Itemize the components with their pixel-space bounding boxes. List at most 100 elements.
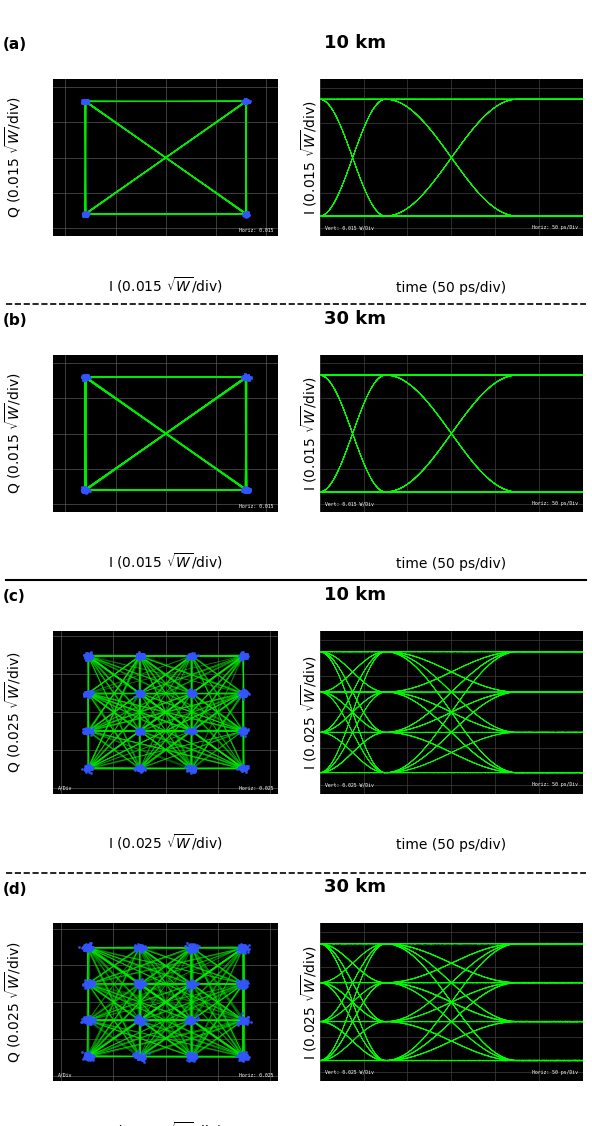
Point	[136, 685, 146, 703]
Point	[187, 722, 197, 740]
Point	[88, 647, 97, 665]
Point	[83, 1049, 92, 1067]
Point	[240, 369, 249, 387]
Point	[81, 479, 90, 497]
Point	[79, 369, 89, 387]
Point	[139, 725, 148, 743]
Point	[80, 92, 89, 110]
Point	[82, 480, 92, 498]
Point	[81, 92, 91, 110]
Point	[135, 1012, 144, 1030]
Point	[189, 975, 198, 993]
Point	[185, 760, 194, 778]
Point	[83, 685, 92, 703]
Point	[83, 940, 93, 958]
Point	[239, 1051, 248, 1069]
Point	[81, 1012, 91, 1030]
Text: Horiz: 50 ps/Div: Horiz: 50 ps/Div	[532, 1070, 578, 1074]
Point	[240, 481, 249, 499]
Point	[80, 206, 89, 224]
Point	[79, 482, 89, 500]
Point	[242, 204, 252, 222]
Point	[134, 685, 144, 703]
Point	[82, 647, 92, 665]
Point	[136, 1012, 146, 1030]
Point	[240, 1015, 249, 1033]
Point	[83, 974, 93, 992]
Point	[242, 205, 252, 223]
Point	[242, 483, 252, 501]
Point	[239, 91, 248, 109]
Point	[241, 205, 250, 223]
Point	[135, 762, 144, 780]
Point	[134, 1049, 144, 1067]
Point	[185, 760, 194, 778]
Point	[85, 721, 94, 739]
Point	[238, 975, 247, 993]
Point	[84, 721, 94, 739]
Point	[186, 1047, 196, 1065]
Point	[242, 369, 252, 387]
Point	[236, 645, 246, 663]
Point	[241, 939, 250, 957]
Point	[240, 90, 250, 108]
Point	[242, 93, 251, 111]
Point	[185, 682, 194, 700]
Point	[79, 205, 89, 223]
Point	[139, 975, 149, 993]
Point	[87, 976, 96, 994]
Point	[240, 974, 249, 992]
Point	[81, 483, 90, 501]
Point	[241, 937, 250, 955]
Point	[136, 972, 146, 990]
Point	[242, 972, 251, 990]
Point	[139, 940, 149, 958]
Point	[82, 93, 91, 111]
Point	[243, 93, 253, 111]
Point	[240, 480, 250, 498]
Point	[136, 1048, 146, 1066]
Point	[237, 646, 247, 664]
Point	[132, 1047, 141, 1065]
Point	[80, 205, 89, 223]
Point	[240, 365, 250, 383]
Point	[82, 92, 92, 110]
Point	[241, 92, 250, 110]
Point	[85, 645, 94, 663]
Point	[86, 1010, 95, 1028]
Point	[241, 972, 250, 990]
Point	[242, 203, 252, 221]
Point	[185, 976, 194, 994]
Point	[241, 686, 250, 704]
Point	[242, 367, 251, 385]
Point	[191, 1051, 200, 1069]
Text: Vert: 0.015 W/Div: Vert: 0.015 W/Div	[325, 501, 374, 506]
Point	[239, 1045, 248, 1063]
Point	[133, 685, 142, 703]
Point	[234, 682, 243, 700]
Point	[83, 723, 92, 741]
Point	[136, 760, 145, 778]
Point	[240, 92, 249, 110]
Point	[233, 975, 243, 993]
Point	[241, 368, 250, 386]
Point	[81, 481, 90, 499]
Point	[237, 1045, 247, 1063]
Point	[82, 1011, 91, 1029]
Point	[242, 207, 252, 225]
Point	[135, 647, 144, 665]
Point	[80, 479, 89, 497]
Point	[84, 651, 94, 669]
Point	[81, 91, 91, 109]
Point	[182, 1011, 191, 1029]
Point	[242, 93, 251, 111]
Point	[81, 204, 91, 222]
Text: Horiz: 50 ps/Div: Horiz: 50 ps/Div	[532, 225, 578, 230]
Point	[240, 480, 250, 498]
Point	[186, 646, 195, 664]
Point	[186, 1008, 196, 1026]
Point	[133, 939, 143, 957]
Point	[84, 1047, 94, 1065]
Point	[237, 973, 247, 991]
Point	[83, 1051, 93, 1069]
